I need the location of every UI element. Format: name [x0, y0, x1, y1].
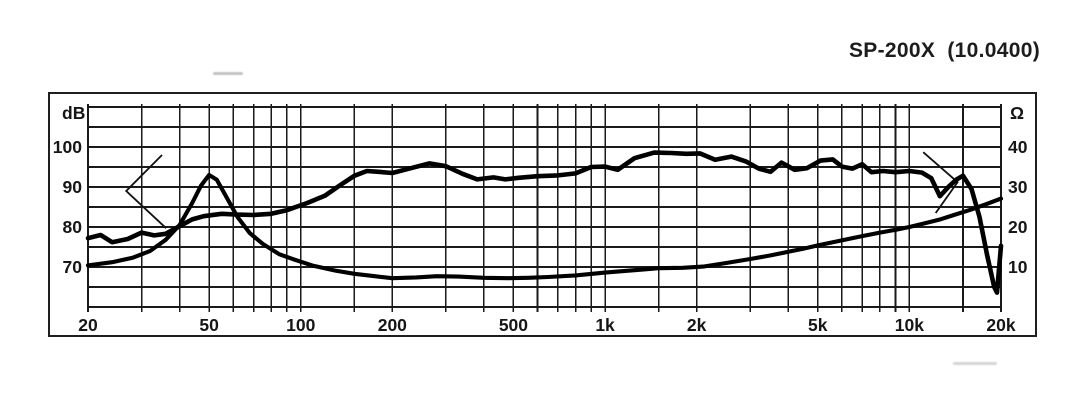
low-frequency-angle-marker — [124, 154, 167, 229]
right-axis-tick-label: 40 — [1008, 137, 1028, 157]
frequency-response-chart-frame: dB Ω 100 90 80 70 40 30 20 10 20 50 100 200 500 1k 2k 5k 1… — [48, 92, 1037, 337]
x-axis-tick-label: 500 — [499, 315, 528, 335]
x-axis-tick-label: 1k — [595, 315, 615, 335]
page-title: SP-200X (10.0400) — [848, 39, 1040, 62]
left-axis-tick-label: 70 — [63, 257, 83, 277]
left-axis-tick-label: 90 — [63, 177, 83, 197]
x-axis-tick-label: 100 — [286, 315, 315, 335]
x-axis-tick-label: 5k — [808, 315, 828, 335]
x-axis-tick-label: 10k — [895, 315, 924, 335]
scan-artifact — [213, 72, 243, 75]
right-axis-tick-label: 30 — [1008, 177, 1028, 197]
x-axis-tick-label: 50 — [199, 315, 219, 335]
right-axis-tick-label: 20 — [1008, 217, 1028, 237]
x-axis-tick-label: 2k — [687, 315, 707, 335]
sound-pressure-level-curve — [85, 150, 1004, 295]
grid — [86, 104, 1003, 312]
left-axis-tick-label: 100 — [53, 137, 82, 157]
frequency-response-impedance-chart: dB Ω 100 90 80 70 40 30 20 10 20 50 100 200 500 1k 2k 5k 1… — [53, 103, 1028, 335]
high-frequency-angle-marker — [922, 151, 959, 214]
x-axis-tick-label: 20k — [986, 315, 1015, 335]
left-axis-tick-label: 80 — [63, 217, 83, 237]
scan-artifact — [953, 362, 997, 365]
x-axis-tick-label: 20 — [78, 315, 98, 335]
left-axis-unit-label: dB — [62, 103, 85, 123]
x-axis-tick-label: 200 — [378, 315, 407, 335]
plot-border — [86, 105, 1003, 309]
axis-labels: dB Ω 100 90 80 70 40 30 20 10 20 50 100 200 500 1k 2k 5k 1… — [53, 103, 1028, 335]
right-axis-tick-label: 10 — [1008, 257, 1028, 277]
right-axis-unit-label: Ω — [1010, 103, 1024, 123]
impedance-curve — [85, 172, 1004, 281]
